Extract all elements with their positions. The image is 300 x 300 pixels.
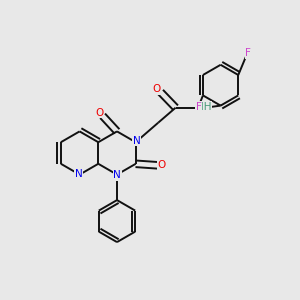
Text: O: O <box>158 160 166 170</box>
Text: N: N <box>75 169 83 179</box>
Text: N: N <box>113 170 121 181</box>
Text: F: F <box>245 48 251 59</box>
Text: N: N <box>133 136 141 146</box>
Text: F: F <box>196 102 202 112</box>
Text: O: O <box>95 108 104 118</box>
Text: NH: NH <box>196 102 212 112</box>
Text: O: O <box>152 84 160 94</box>
